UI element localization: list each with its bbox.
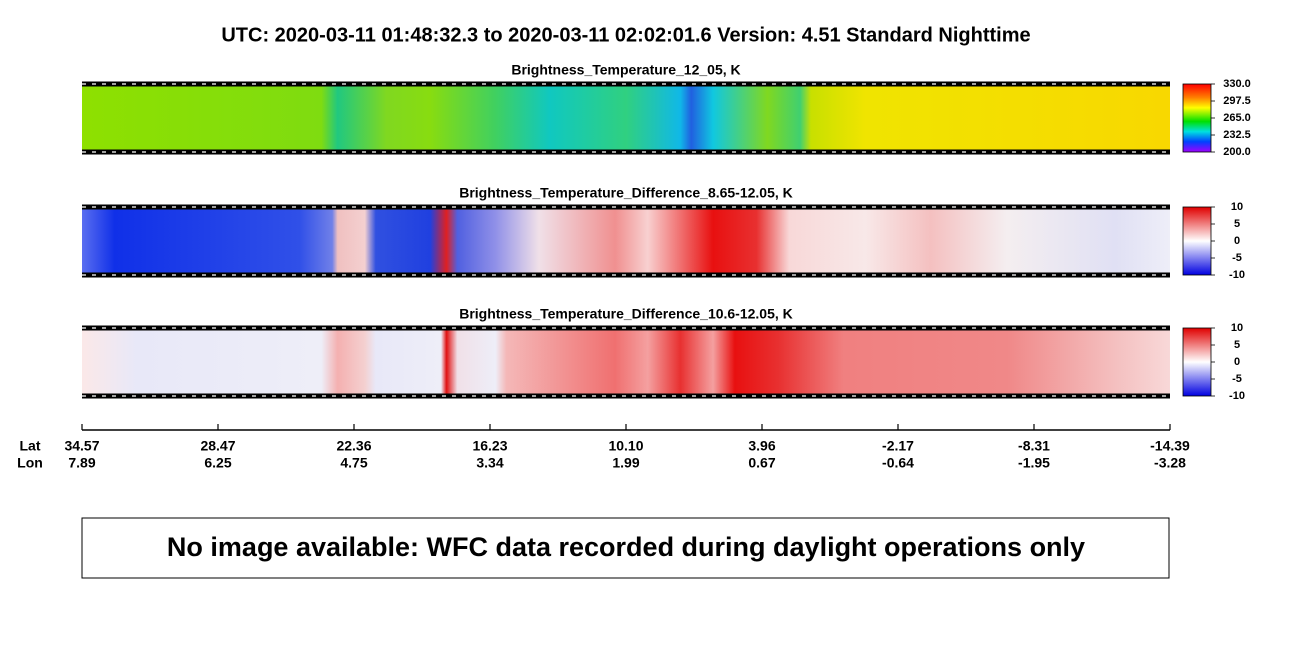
- colorbar-tick-label: 0: [1234, 356, 1240, 368]
- image-strip: [82, 328, 1170, 396]
- lat-tick-label: -2.17: [882, 438, 914, 454]
- image-strip: [82, 207, 1170, 275]
- lat-tick-label: 3.96: [748, 438, 775, 454]
- panels: Brightness_Temperature_12_05, K 330.0 297.…: [82, 62, 1251, 402]
- lat-tick-label: -14.39: [1150, 438, 1190, 454]
- image-strip: [82, 84, 1170, 152]
- colorbar-tick-label: 330.0: [1223, 78, 1251, 90]
- lat-label: Lat: [20, 438, 41, 454]
- colorbar-tick-label: -10: [1229, 269, 1245, 281]
- lat-tick-label: -8.31: [1018, 438, 1050, 454]
- colorbar-tick-label: -5: [1232, 373, 1242, 385]
- lon-tick-label: 0.67: [748, 455, 775, 471]
- lat-tick-label: 16.23: [472, 438, 507, 454]
- axis-ticks: 34.577.89 28.476.25 22.364.75 16.233.34 10.1…: [64, 424, 1190, 471]
- colorbar-tick-label: 5: [1234, 339, 1240, 351]
- lon-tick-label: 6.25: [204, 455, 231, 471]
- colorbar-tick-label: -5: [1232, 252, 1242, 264]
- lat-tick-label: 10.10: [608, 438, 643, 454]
- lat-tick-label: 28.47: [200, 438, 235, 454]
- note: No image available: WFC data recorded du…: [167, 532, 1085, 562]
- colorbar-tick-label: 5: [1234, 218, 1240, 230]
- lon-tick-label: -3.28: [1154, 455, 1186, 471]
- panel-title: Brightness_Temperature_Difference_8.65-1…: [459, 185, 793, 201]
- lon-tick-label: -1.95: [1018, 455, 1050, 471]
- panel-title: Brightness_Temperature_Difference_10.6-1…: [459, 306, 793, 322]
- colorbar-tick-label: 200.0: [1223, 146, 1251, 158]
- colorbar-tick-label: 232.5: [1223, 129, 1251, 141]
- lon-tick-label: 3.34: [476, 455, 503, 471]
- lon-tick-label: 4.75: [340, 455, 367, 471]
- lon-tick-label: 1.99: [612, 455, 639, 471]
- lon-tick-label: -0.64: [882, 455, 914, 471]
- colorbar: [1182, 327, 1212, 397]
- colorbar-tick-label: 10: [1231, 201, 1243, 213]
- colorbar: [1182, 206, 1212, 276]
- panel-title: Brightness_Temperature_12_05, K: [511, 62, 740, 78]
- colorbar-tick-label: 0: [1234, 235, 1240, 247]
- colorbar: [1182, 83, 1212, 153]
- lon-label: Lon: [17, 455, 43, 471]
- lat-tick-label: 34.57: [64, 438, 99, 454]
- colorbar-tick-label: 10: [1231, 322, 1243, 334]
- lat-tick-label: 22.36: [336, 438, 371, 454]
- title: UTC: 2020-03-11 01:48:32.3 to 2020-03-11…: [221, 24, 1030, 46]
- colorbar-tick-label: 265.0: [1223, 112, 1251, 124]
- note-box: [81, 517, 1170, 579]
- lon-tick-label: 7.89: [68, 455, 95, 471]
- colorbar-tick-label: -10: [1229, 390, 1245, 402]
- colorbar-tick-label: 297.5: [1223, 95, 1251, 107]
